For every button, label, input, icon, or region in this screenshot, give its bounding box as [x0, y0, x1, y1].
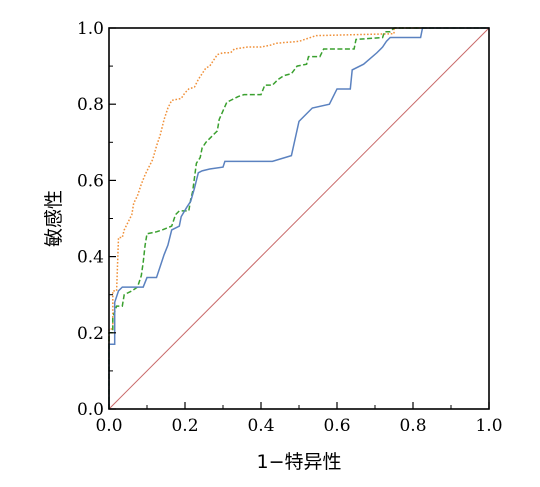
x-tick-label: 1.0: [475, 416, 502, 436]
x-tick-label: 0.0: [95, 416, 122, 436]
y-tick-label: 0.4: [77, 248, 104, 268]
y-tick-label: 0.2: [77, 324, 104, 344]
roc-curve-4: [108, 27, 490, 410]
series-layer: [108, 27, 490, 410]
roc-curve-3: [108, 27, 489, 409]
roc-curve-1: [108, 27, 489, 409]
y-tick-label: 1.0: [77, 19, 104, 39]
y-tick-label: 0.0: [77, 400, 104, 420]
x-tick-label: 0.2: [171, 416, 198, 436]
y-tick-label: 0.6: [77, 171, 104, 191]
tick-layer: 0.00.0 0.2 0.2 0.4 0.4 0.6 0.6 0.8 0.8 1.0 1.0: [77, 19, 503, 436]
x-axis-title: 1−特异性: [256, 451, 341, 473]
y-axis-title: 敏感性: [43, 190, 65, 247]
x-tick-label: 0.8: [399, 416, 426, 436]
y-tick-label: 0.8: [77, 95, 104, 115]
x-tick-label: 0.6: [323, 416, 350, 436]
x-tick-label: 0.4: [247, 416, 274, 436]
